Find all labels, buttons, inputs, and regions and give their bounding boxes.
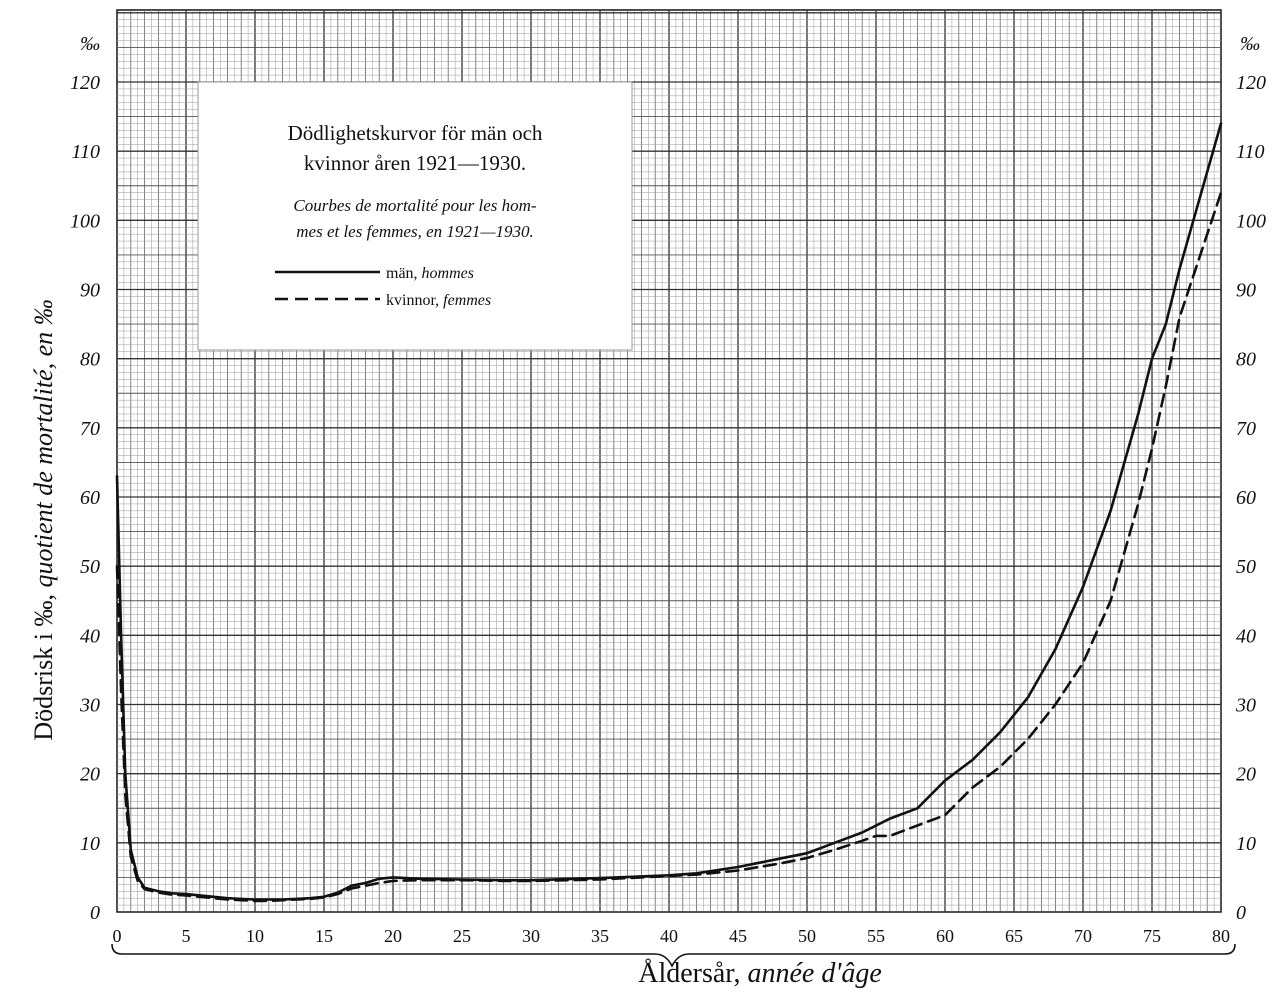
- x-tick-label: 65: [1005, 926, 1023, 946]
- y-tick-label-left: 120: [70, 72, 100, 94]
- series-line-women: [115, 191, 1223, 903]
- y-tick-label-right: 80: [1236, 349, 1256, 371]
- x-tick-label: 70: [1074, 926, 1092, 946]
- y-tick-label-right: 60: [1236, 487, 1256, 509]
- x-tick-label: 80: [1212, 926, 1230, 946]
- x-tick-label: 50: [798, 926, 816, 946]
- y-tick-label-right: 40: [1236, 625, 1256, 647]
- grid: [116, 9, 1222, 913]
- x-tick-label: 10: [246, 926, 264, 946]
- unit-symbol-left: ‰: [80, 33, 100, 55]
- x-tick-label: 0: [113, 926, 122, 946]
- x-tick-label: 75: [1143, 926, 1161, 946]
- x-tick-label: 35: [591, 926, 609, 946]
- y-tick-label-right: 10: [1236, 833, 1256, 855]
- unit-symbol-right: ‰: [1240, 33, 1260, 55]
- y-tick-label-left: 110: [71, 141, 100, 163]
- y-tick-label-right: 30: [1235, 695, 1256, 717]
- y-tick-label-right: 20: [1236, 764, 1256, 786]
- y-tick-label-left: 90: [80, 280, 100, 302]
- y-axis-label: Dödsrisk i ‰, quotient de mortalité, en …: [29, 299, 58, 740]
- x-ticks: 0 5 10 15 20 25 30 35 40 45 50 55 60 65 70 75 80: [113, 926, 1231, 946]
- x-tick-label: 40: [660, 926, 678, 946]
- mortality-curves: [115, 122, 1223, 903]
- y-tick-label-right: 50: [1236, 556, 1256, 578]
- x-tick-label: 25: [453, 926, 471, 946]
- chart-subtitle-line-2: mes et les femmes, en 1921—1930.: [296, 222, 534, 241]
- x-tick-label: 30: [522, 926, 540, 946]
- x-tick-label: 60: [936, 926, 954, 946]
- y-tick-label-left: 0: [90, 902, 100, 924]
- y-tick-label-left: 70: [80, 418, 100, 440]
- y-tick-label-left: 30: [79, 695, 100, 717]
- legend-label-men: män, hommes: [386, 265, 474, 282]
- y-ticks-left: 0 10 20 30 40 50 60 70 80 90 100 110 120: [70, 72, 100, 924]
- legend-label-women: kvinnor, femmes: [386, 292, 491, 309]
- x-tick-label: 20: [384, 926, 402, 946]
- chart-title-line-1: Dödlighetskurvor för män och: [288, 121, 543, 145]
- x-axis-brace: [111, 943, 1236, 968]
- y-tick-label-right: 110: [1236, 141, 1265, 163]
- x-tick-label: 45: [729, 926, 747, 946]
- y-tick-label-left: 60: [80, 487, 100, 509]
- x-tick-label: 55: [867, 926, 885, 946]
- x-tick-label: 15: [315, 926, 333, 946]
- y-tick-label-left: 80: [80, 349, 100, 371]
- legend: Dödlighetskurvor för män och kvinnor åre…: [197, 81, 633, 351]
- x-axis-label: Åldersår, année d'âge: [638, 958, 882, 989]
- y-tick-label-right: 90: [1236, 280, 1256, 302]
- y-tick-label-left: 40: [80, 625, 100, 647]
- chart-subtitle-line-1: Courbes de mortalité pour les hom-: [293, 196, 537, 215]
- y-tick-label-right: 100: [1236, 210, 1266, 232]
- y-tick-label-right: 70: [1236, 418, 1256, 440]
- y-tick-label-left: 20: [80, 764, 100, 786]
- y-tick-label-right: 0: [1236, 902, 1246, 924]
- y-ticks-right: 0 10 20 30 40 50 60 70 80 90 100 110 120: [1235, 72, 1266, 924]
- x-tick-label: 5: [182, 926, 191, 946]
- y-tick-label-left: 100: [70, 210, 100, 232]
- chart-title-line-2: kvinnor åren 1921—1930.: [304, 151, 526, 175]
- y-tick-label-right: 120: [1236, 72, 1266, 94]
- y-tick-label-left: 10: [80, 833, 100, 855]
- y-tick-label-left: 50: [80, 556, 100, 578]
